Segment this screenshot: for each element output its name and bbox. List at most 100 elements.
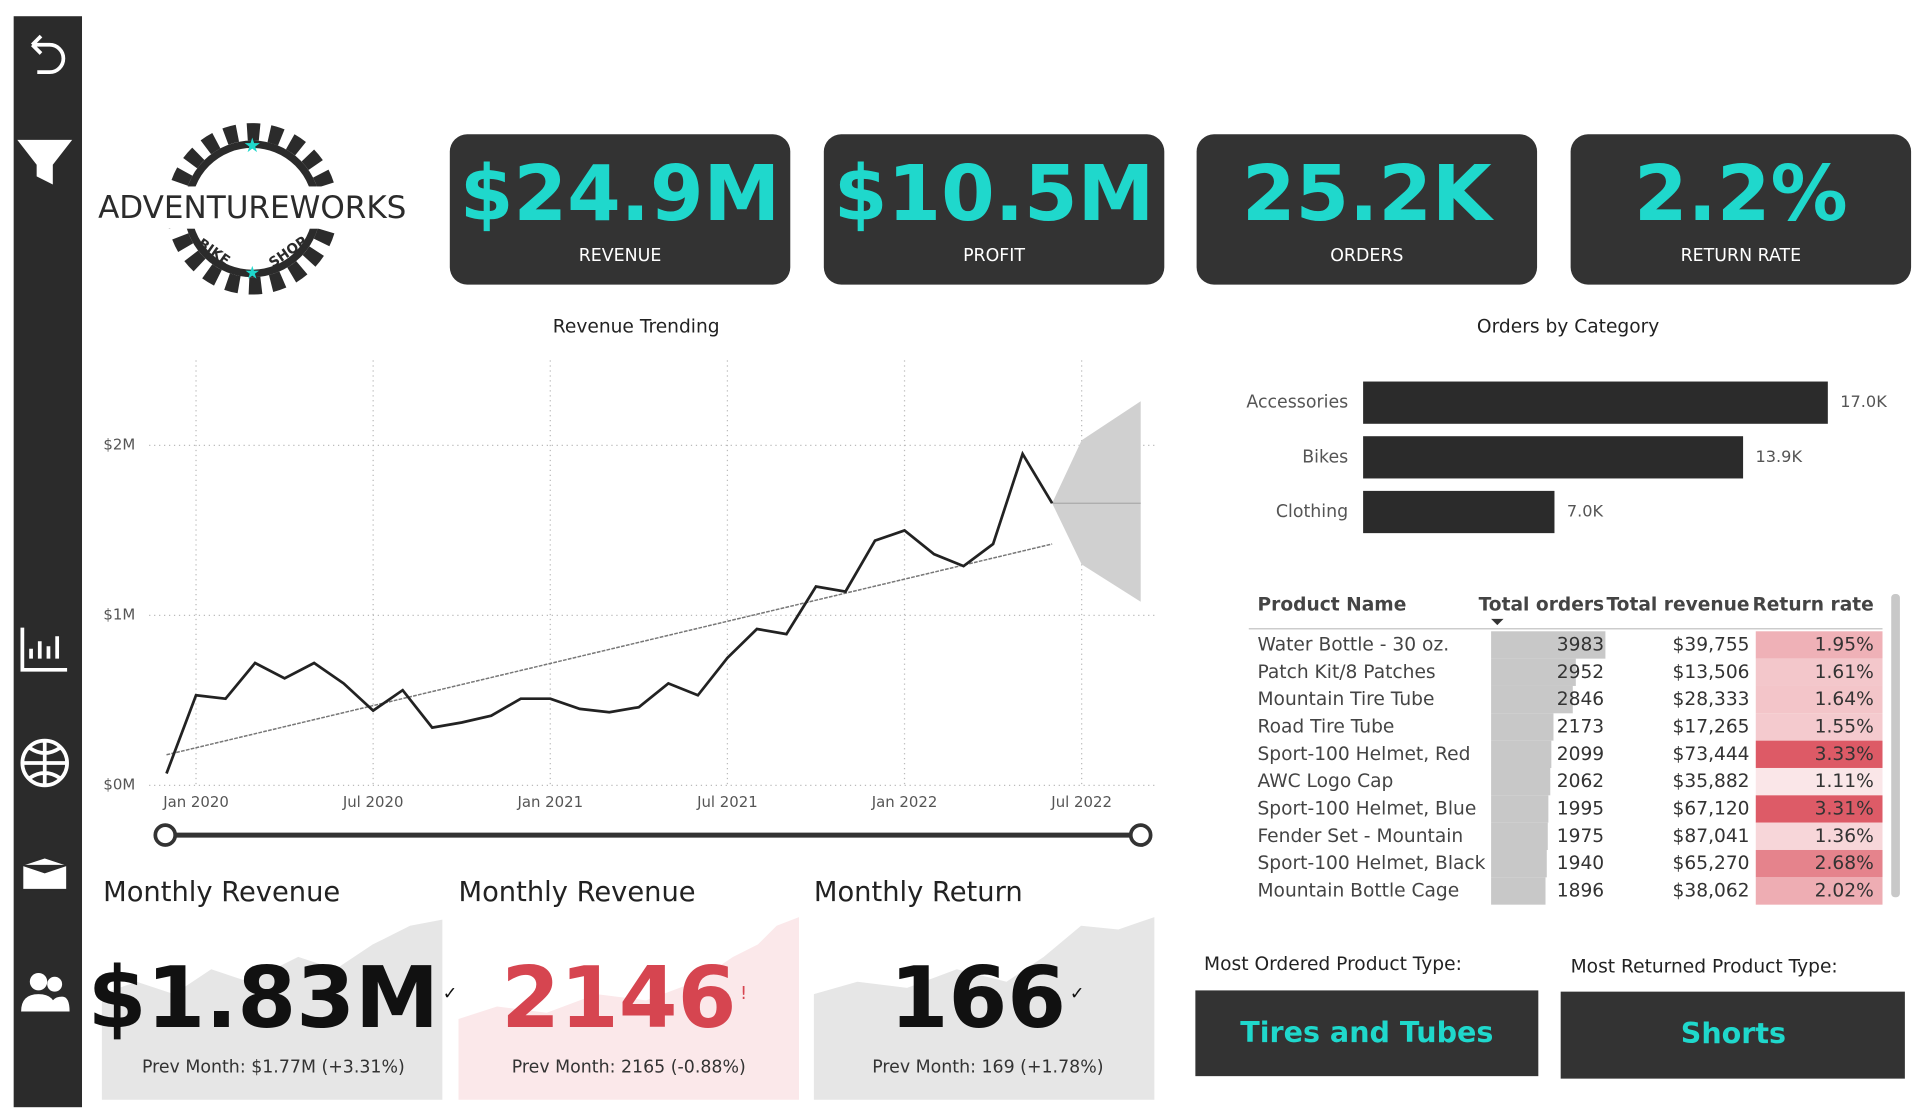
bar	[1363, 490, 1555, 534]
card-backgrounds	[101, 917, 1155, 1100]
total-revenue: $73,444	[1673, 744, 1750, 765]
product-name: Mountain Bottle Cage	[1257, 880, 1459, 901]
kpi-value: 25.2K	[1242, 149, 1495, 239]
card-title: Monthly Revenue	[459, 877, 696, 908]
status-icon: ✓	[443, 984, 458, 1004]
sort-arrow[interactable]	[1491, 618, 1504, 626]
trend-line	[166, 543, 1053, 756]
logo: ADVENTUREWORKS BIKE SHOP ★ ★	[98, 123, 406, 295]
return-rate-cell	[1755, 740, 1883, 768]
return-rate: 1.61%	[1815, 662, 1874, 683]
product-name: Sport-100 Helmet, Black	[1257, 853, 1485, 874]
x-tick-label: Jul 2021	[696, 793, 758, 811]
return-rate: 1.11%	[1815, 771, 1874, 792]
orders-data-bar	[1491, 658, 1576, 686]
card-title: Monthly Revenue	[103, 877, 340, 908]
revenue-line	[165, 450, 1054, 774]
table-header: Total revenue	[1606, 595, 1749, 616]
most-returned-value: Shorts	[1681, 1016, 1786, 1050]
product-name: AWC Logo Cap	[1257, 771, 1393, 792]
total-orders: 1975	[1557, 826, 1604, 847]
most-returned-label: Most Returned Product Type:	[1571, 956, 1838, 977]
total-orders: 2846	[1557, 689, 1604, 710]
return-rate: 2.02%	[1815, 880, 1874, 901]
total-orders: 2173	[1557, 716, 1604, 737]
y-tick-label: $2M	[103, 435, 135, 453]
bar	[1363, 381, 1828, 424]
card-prev: Prev Month: 169 (+1.78%)	[872, 1057, 1103, 1077]
product-name: Sport-100 Helmet, Blue	[1257, 798, 1476, 819]
orders-data-bar	[1491, 740, 1552, 768]
bar-value-label: 13.9K	[1756, 447, 1803, 466]
sidebar-icons	[17, 34, 73, 1012]
filter-icon[interactable]	[17, 139, 73, 185]
globe-lines	[22, 740, 68, 786]
return-rate: 1.36%	[1815, 826, 1874, 847]
card-prev: Prev Month: $1.77M (+3.31%)	[142, 1057, 405, 1077]
bar-value-label: 7.0K	[1567, 502, 1604, 521]
y-tick-label: $1M	[103, 605, 135, 623]
orders-data-bar	[1491, 877, 1546, 905]
bar-category: Clothing	[1276, 502, 1348, 522]
table-header: Product Name	[1257, 595, 1406, 616]
orders-data-bar	[1491, 631, 1606, 659]
bar	[1363, 436, 1744, 479]
card-value: 2146	[501, 949, 736, 1047]
card-prev: Prev Month: 2165 (-0.88%)	[512, 1057, 746, 1077]
x-tick-label: Jan 2021	[516, 793, 583, 811]
kpi-value: 2.2%	[1634, 149, 1848, 239]
product-name: Patch Kit/8 Patches	[1257, 662, 1435, 683]
scrollbar[interactable]	[1891, 594, 1900, 898]
return-rate: 3.33%	[1815, 744, 1874, 765]
orders-data-bar	[1491, 713, 1554, 741]
orders-data-bar	[1491, 822, 1548, 850]
y-tick-label: $0M	[103, 775, 135, 793]
product-name: Water Bottle - 30 oz.	[1257, 634, 1449, 655]
bar-category: Bikes	[1302, 447, 1348, 467]
total-revenue: $65,270	[1673, 853, 1750, 874]
total-revenue: $38,062	[1673, 880, 1750, 901]
most-ordered-value: Tires and Tubes	[1240, 1015, 1493, 1049]
chart-title: Orders by Category	[1477, 316, 1659, 337]
x-tick-label: Jul 2022	[1050, 793, 1112, 811]
people-icon[interactable]	[21, 973, 70, 1012]
total-orders: 2062	[1557, 771, 1604, 792]
product-name: Sport-100 Helmet, Red	[1257, 744, 1470, 765]
x-tick-label: Jan 2020	[162, 793, 229, 811]
table-header: Return rate	[1752, 595, 1873, 616]
status-icon: !	[740, 984, 747, 1004]
total-orders: 2099	[1557, 744, 1604, 765]
x-tick-label: Jan 2022	[871, 793, 938, 811]
table-header: Total orders	[1479, 595, 1605, 616]
orders-data-bar	[1491, 685, 1573, 714]
return-rate: 1.95%	[1815, 634, 1874, 655]
total-revenue: $87,041	[1673, 826, 1750, 847]
chart-icon[interactable]	[20, 627, 68, 672]
back-icon[interactable]	[30, 34, 66, 74]
total-revenue: $39,755	[1673, 634, 1750, 655]
most-ordered-box	[1195, 990, 1539, 1077]
kpi-label: PROFIT	[963, 246, 1025, 266]
most-ordered-label: Most Ordered Product Type:	[1204, 954, 1462, 975]
total-orders: 2952	[1557, 662, 1604, 683]
orders-data-bar	[1491, 849, 1547, 878]
card-title: Monthly Return	[814, 877, 1023, 908]
return-rate-cell	[1755, 658, 1883, 686]
kpi-value: $10.5M	[834, 149, 1154, 239]
return-rate-cell	[1755, 685, 1883, 714]
return-rate: 2.68%	[1815, 853, 1874, 874]
orders-data-bar	[1491, 795, 1549, 823]
total-revenue: $13,506	[1673, 662, 1750, 683]
chart-title: Revenue Trending	[553, 316, 720, 337]
return-rate-cell	[1755, 713, 1883, 741]
box-icon[interactable]	[21, 856, 69, 891]
return-rate: 1.64%	[1815, 689, 1874, 710]
kpi-label: RETURN RATE	[1681, 246, 1801, 266]
return-rate: 3.31%	[1815, 798, 1874, 819]
return-rate-cell	[1755, 877, 1883, 905]
slider[interactable]	[153, 823, 1153, 847]
return-rate-cell	[1755, 631, 1883, 659]
return-rate-cell	[1755, 822, 1883, 850]
kpi-label: REVENUE	[579, 246, 662, 266]
